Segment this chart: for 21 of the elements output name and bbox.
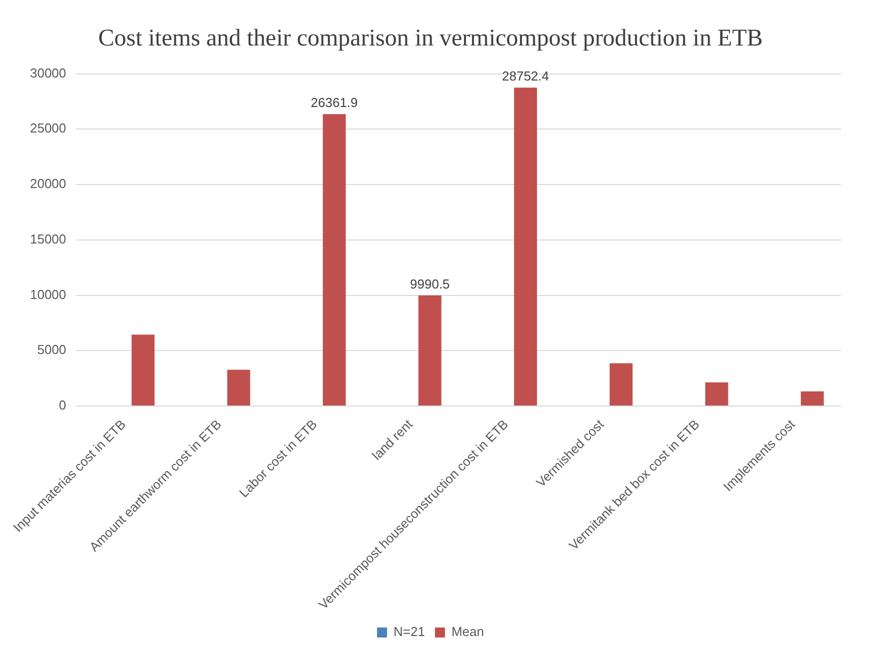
data-label: 26361.9 — [310, 95, 358, 110]
bar — [132, 334, 155, 406]
y-tick-label: 30000 — [30, 65, 66, 80]
chart-title: Cost items and their comparison in vermicompost production in ETB — [98, 26, 763, 52]
bar — [514, 88, 537, 406]
data-label: 28752.4 — [502, 68, 549, 84]
y-tick-label: 0 — [58, 398, 66, 413]
y-tick-label: 5000 — [37, 342, 66, 358]
y-tick-label: 15000 — [30, 231, 66, 246]
y-tick-label: 25000 — [30, 120, 66, 136]
bar — [705, 382, 728, 406]
y-tick-label: 20000 — [30, 176, 66, 192]
y-tick-label: 10000 — [30, 286, 66, 302]
bar — [227, 370, 250, 406]
legend-label: N=21 — [394, 624, 425, 640]
bar — [800, 391, 824, 406]
bar — [322, 114, 346, 406]
data-label: 9990.5 — [410, 276, 450, 292]
bar — [418, 295, 442, 406]
legend-label: Mean — [451, 624, 484, 640]
bar — [610, 363, 633, 406]
